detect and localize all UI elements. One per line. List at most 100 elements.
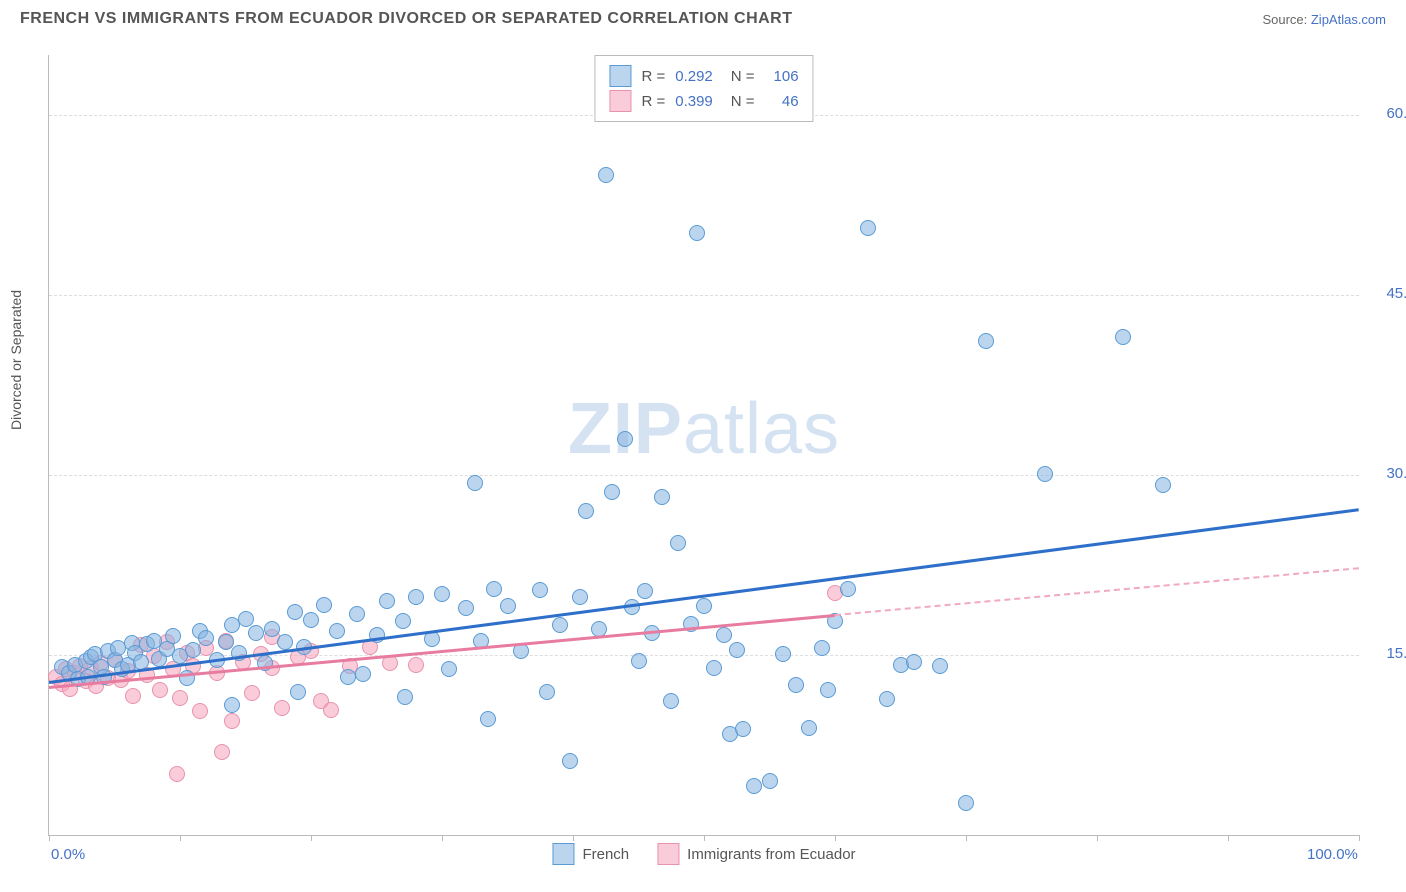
data-point-french bbox=[552, 617, 568, 633]
data-point-french bbox=[1155, 477, 1171, 493]
data-point-french bbox=[467, 475, 483, 491]
data-point-ecuador bbox=[274, 700, 290, 716]
data-point-french bbox=[860, 220, 876, 236]
data-point-french bbox=[316, 597, 332, 613]
x-tick-label: 100.0% bbox=[1307, 846, 1358, 863]
data-point-french bbox=[598, 167, 614, 183]
data-point-french bbox=[932, 658, 948, 674]
legend-swatch bbox=[609, 90, 631, 112]
data-point-french bbox=[224, 697, 240, 713]
data-point-french bbox=[303, 612, 319, 628]
data-point-french bbox=[1037, 466, 1053, 482]
data-point-french bbox=[746, 778, 762, 794]
data-point-french bbox=[663, 693, 679, 709]
trend-line bbox=[835, 567, 1359, 616]
data-point-french bbox=[696, 598, 712, 614]
data-point-french bbox=[689, 225, 705, 241]
data-point-french bbox=[408, 589, 424, 605]
data-point-french bbox=[879, 691, 895, 707]
data-point-french bbox=[434, 586, 450, 602]
x-tick bbox=[835, 835, 836, 841]
data-point-french bbox=[820, 682, 836, 698]
data-point-french bbox=[670, 535, 686, 551]
data-point-french bbox=[735, 721, 751, 737]
watermark: ZIPatlas bbox=[568, 388, 840, 470]
data-point-french bbox=[978, 333, 994, 349]
x-tick bbox=[1228, 835, 1229, 841]
data-point-french bbox=[397, 689, 413, 705]
legend-n-label: N = bbox=[731, 68, 755, 85]
legend-r-value: 0.292 bbox=[675, 68, 713, 85]
data-point-french bbox=[604, 484, 620, 500]
data-point-ecuador bbox=[244, 685, 260, 701]
legend-n-label: N = bbox=[731, 93, 755, 110]
legend-row: R = 0.399 N = 46 bbox=[609, 90, 798, 112]
y-tick-label: 45.0% bbox=[1369, 285, 1406, 302]
legend-r-label: R = bbox=[641, 68, 665, 85]
data-point-ecuador bbox=[323, 702, 339, 718]
x-tick bbox=[442, 835, 443, 841]
data-point-french bbox=[1115, 329, 1131, 345]
legend-label: Immigrants from Ecuador bbox=[687, 846, 855, 863]
source-attribution: Source: ZipAtlas.com bbox=[1262, 12, 1386, 27]
data-point-french bbox=[185, 642, 201, 658]
data-point-french bbox=[264, 621, 280, 637]
data-point-ecuador bbox=[152, 682, 168, 698]
data-point-french bbox=[801, 720, 817, 736]
data-point-french bbox=[238, 611, 254, 627]
data-point-ecuador bbox=[214, 744, 230, 760]
data-point-french bbox=[716, 627, 732, 643]
legend-r-value: 0.399 bbox=[675, 93, 713, 110]
data-point-french bbox=[775, 646, 791, 662]
scatter-chart: ZIPatlas R = 0.292 N = 106 R = 0.399 N =… bbox=[48, 55, 1359, 836]
y-tick-label: 15.0% bbox=[1369, 645, 1406, 662]
data-point-french bbox=[379, 593, 395, 609]
data-point-french bbox=[480, 711, 496, 727]
correlation-legend: R = 0.292 N = 106 R = 0.399 N = 46 bbox=[594, 55, 813, 122]
data-point-french bbox=[762, 773, 778, 789]
legend-r-label: R = bbox=[641, 93, 665, 110]
data-point-french bbox=[165, 628, 181, 644]
data-point-french bbox=[329, 623, 345, 639]
x-tick bbox=[49, 835, 50, 841]
legend-item: Immigrants from Ecuador bbox=[657, 843, 855, 865]
data-point-french bbox=[290, 684, 306, 700]
data-point-french bbox=[572, 589, 588, 605]
data-point-french bbox=[340, 669, 356, 685]
x-tick bbox=[180, 835, 181, 841]
x-tick bbox=[966, 835, 967, 841]
data-point-ecuador bbox=[408, 657, 424, 673]
legend-n-value: 46 bbox=[765, 93, 799, 110]
y-tick-label: 60.0% bbox=[1369, 105, 1406, 122]
data-point-french bbox=[729, 642, 745, 658]
x-tick bbox=[311, 835, 312, 841]
legend-item: French bbox=[552, 843, 629, 865]
data-point-french bbox=[706, 660, 722, 676]
data-point-french bbox=[958, 795, 974, 811]
data-point-french bbox=[355, 666, 371, 682]
legend-n-value: 106 bbox=[765, 68, 799, 85]
data-point-french bbox=[248, 625, 264, 641]
x-tick-label: 0.0% bbox=[51, 846, 85, 863]
data-point-french bbox=[578, 503, 594, 519]
data-point-french bbox=[441, 661, 457, 677]
data-point-french bbox=[486, 581, 502, 597]
source-link[interactable]: ZipAtlas.com bbox=[1311, 12, 1386, 27]
data-point-french bbox=[458, 600, 474, 616]
data-point-ecuador bbox=[172, 690, 188, 706]
x-tick bbox=[573, 835, 574, 841]
data-point-french bbox=[637, 583, 653, 599]
data-point-french bbox=[840, 581, 856, 597]
x-tick bbox=[704, 835, 705, 841]
data-point-french bbox=[277, 634, 293, 650]
data-point-french bbox=[532, 582, 548, 598]
data-point-french bbox=[395, 613, 411, 629]
data-point-french bbox=[562, 753, 578, 769]
trend-line bbox=[49, 509, 1359, 685]
data-point-ecuador bbox=[169, 766, 185, 782]
x-tick bbox=[1359, 835, 1360, 841]
series-legend: French Immigrants from Ecuador bbox=[552, 843, 855, 865]
page-title: FRENCH VS IMMIGRANTS FROM ECUADOR DIVORC… bbox=[20, 10, 793, 28]
data-point-french bbox=[654, 489, 670, 505]
data-point-french bbox=[198, 630, 214, 646]
